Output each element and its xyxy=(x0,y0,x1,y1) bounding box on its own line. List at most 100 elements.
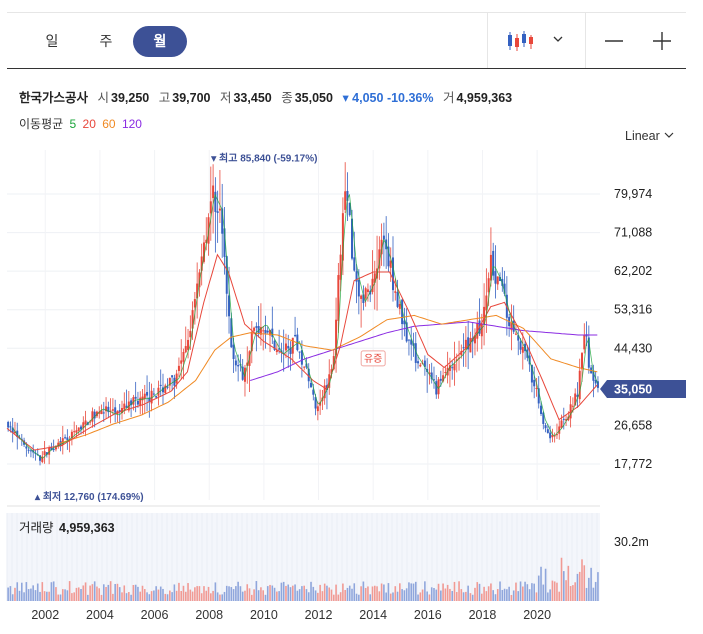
volume-bar xyxy=(501,589,504,601)
volume-bar xyxy=(132,584,135,601)
volume-bar xyxy=(198,586,201,601)
candle-body xyxy=(576,394,579,397)
candle-body xyxy=(330,369,333,374)
candle-body xyxy=(533,379,536,387)
ma-label: 이동평균 xyxy=(19,117,64,131)
volume-bar xyxy=(36,583,39,601)
candle-body xyxy=(64,437,67,439)
volume-bar xyxy=(465,591,467,601)
candle-body xyxy=(544,425,547,429)
candle-body xyxy=(396,292,399,307)
volume-bar xyxy=(553,581,556,601)
ma-5[interactable]: 5 xyxy=(69,117,77,131)
candle-body xyxy=(139,397,142,407)
volume-bar xyxy=(433,588,435,601)
candle-body xyxy=(273,340,276,350)
candle-body xyxy=(230,318,233,348)
volume-bar xyxy=(203,586,205,601)
volume-bar xyxy=(321,591,324,601)
y-tick-label: 62,202 xyxy=(614,264,652,278)
candle-body xyxy=(225,256,228,294)
scale-selector[interactable]: Linear xyxy=(625,129,675,143)
close-label: 종 xyxy=(281,91,293,105)
candle-body xyxy=(314,397,317,409)
candle-body xyxy=(537,388,540,404)
volume-bar xyxy=(23,592,25,601)
volume-bar xyxy=(171,592,173,601)
candle-body xyxy=(223,228,226,257)
open-value: 39,250 xyxy=(111,91,150,105)
volume-bar xyxy=(225,585,228,601)
volume-bar xyxy=(87,594,89,601)
ma-60[interactable]: 60 xyxy=(102,117,116,131)
volume-bar xyxy=(474,587,476,601)
volume-bar xyxy=(71,593,73,601)
x-tick-label: 2014 xyxy=(359,608,387,622)
volume-bar xyxy=(369,594,372,601)
volume-bar xyxy=(567,565,570,601)
volume-bar xyxy=(212,590,214,601)
y-tick-label: 71,088 xyxy=(614,226,652,240)
candle-body xyxy=(430,372,433,380)
candle-body xyxy=(266,330,269,333)
volume-bar xyxy=(112,593,114,601)
volume-bar xyxy=(232,589,235,601)
candle-body xyxy=(366,289,369,292)
volume-bar xyxy=(64,589,66,601)
candle-body xyxy=(464,339,467,350)
volume-bar xyxy=(348,585,351,601)
candle-body xyxy=(132,397,135,405)
candle-body xyxy=(209,201,212,214)
candle-body xyxy=(66,437,69,441)
candle-body xyxy=(189,330,192,338)
change-value: ▾ 4,050 -10.36% xyxy=(342,91,434,105)
x-tick-label: 2012 xyxy=(305,608,333,622)
minus-icon[interactable] xyxy=(604,31,624,51)
volume-bar xyxy=(385,592,387,601)
candle-body xyxy=(7,421,10,428)
low-value: 33,450 xyxy=(233,91,272,105)
volume-bar xyxy=(335,584,337,601)
candle-body xyxy=(432,379,435,381)
candle-body xyxy=(80,426,83,430)
candle-body xyxy=(246,362,249,366)
candlestick-icon[interactable] xyxy=(507,29,533,53)
volume-bar xyxy=(184,591,187,601)
volume-bar xyxy=(485,591,488,601)
tab-daily[interactable]: 일 xyxy=(45,33,59,49)
volume-bar xyxy=(143,589,146,601)
open-label: 시 xyxy=(97,91,110,105)
candle-body xyxy=(312,389,315,395)
volume-bar xyxy=(285,585,287,601)
tab-weekly[interactable]: 주 xyxy=(99,33,113,49)
candle-body xyxy=(43,451,46,456)
candle-body xyxy=(348,202,351,216)
candle-body xyxy=(205,239,208,243)
tab-monthly[interactable]: 월 xyxy=(133,26,187,57)
ma-20[interactable]: 20 xyxy=(82,117,96,131)
plus-icon[interactable] xyxy=(652,31,672,51)
volume-bar xyxy=(223,591,226,601)
volume-bar xyxy=(21,582,23,601)
volume-bar xyxy=(118,587,121,601)
volume-bar xyxy=(228,586,230,601)
x-tick-label: 2018 xyxy=(469,608,497,622)
candle-body xyxy=(294,334,297,337)
volume-bar xyxy=(305,589,308,601)
candle-body xyxy=(184,346,187,353)
candle-body xyxy=(387,246,390,267)
x-tick-label: 2008 xyxy=(195,608,223,622)
volume-bar xyxy=(96,586,98,601)
scale-label: Linear xyxy=(625,129,660,143)
volume-bar xyxy=(531,583,533,601)
candle-body xyxy=(130,400,133,406)
candle-body xyxy=(435,381,438,395)
chevron-down-icon[interactable] xyxy=(550,31,566,47)
candle-body xyxy=(75,430,78,433)
current-price-label: 35,050 xyxy=(614,383,652,397)
volume-panel-label: 거래량 4,959,363 xyxy=(19,517,115,536)
ma-120[interactable]: 120 xyxy=(121,117,142,131)
candle-body xyxy=(581,353,584,370)
candle-body xyxy=(98,411,101,414)
